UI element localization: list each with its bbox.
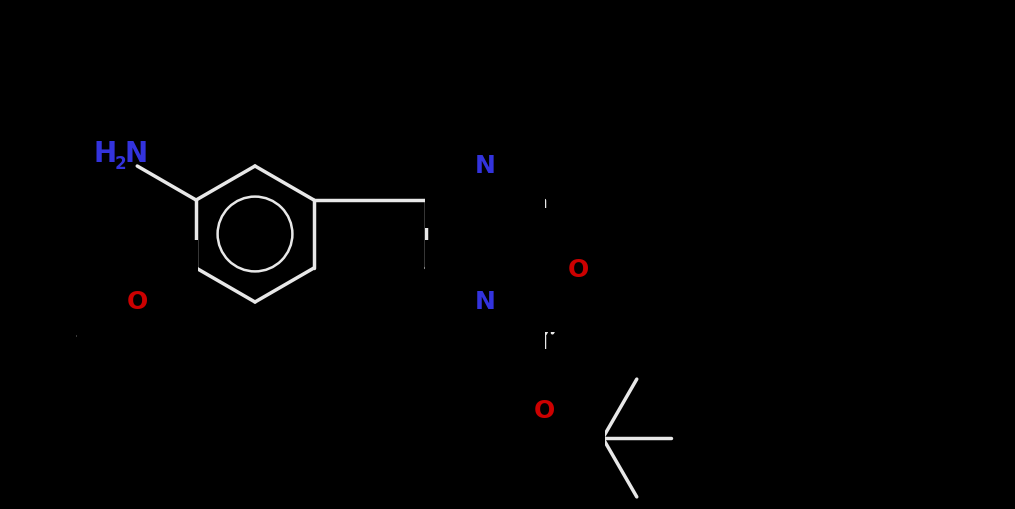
- Text: N: N: [125, 140, 148, 168]
- Text: H: H: [93, 140, 117, 168]
- Text: 2: 2: [115, 155, 126, 173]
- Text: N: N: [475, 290, 495, 314]
- Text: O: O: [127, 290, 148, 314]
- Text: O: O: [533, 399, 554, 423]
- Text: O: O: [567, 258, 589, 282]
- Text: N: N: [475, 154, 495, 178]
